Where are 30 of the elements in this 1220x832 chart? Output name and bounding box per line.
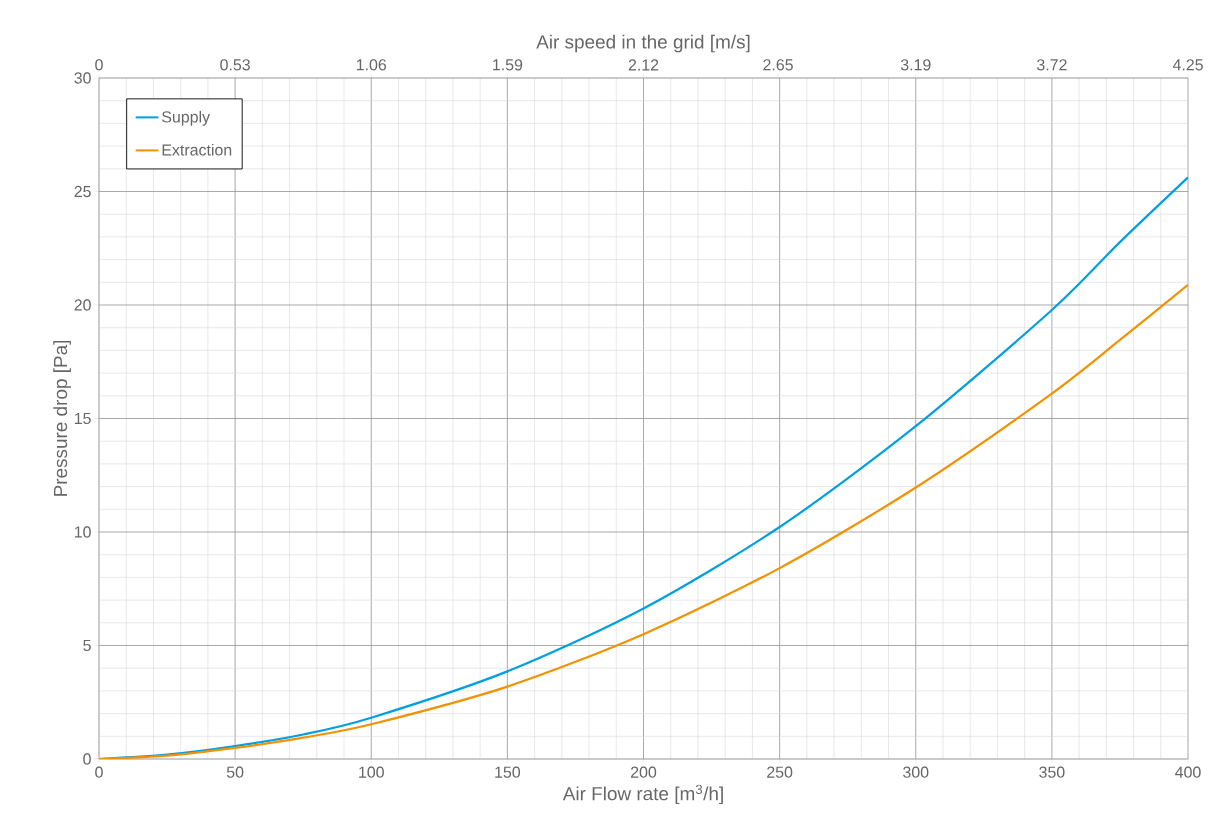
y-tick-label: 25 [74,185,91,198]
y-tick-label: 15 [74,412,91,425]
x2-tick-label: 1.59 [493,59,523,71]
x2-tick-label: 0.53 [220,59,250,71]
y-tick-label: 0 [83,753,91,765]
x-tick-label: 300 [903,766,929,778]
y-axis-title: Pressure drop [Pa] [53,340,71,496]
x-tick-label: 150 [495,766,521,778]
x-tick-label: 100 [359,766,384,778]
x-tick-label: 250 [767,766,793,778]
x-tick-label: 0 [95,766,103,778]
x2-tick-label: 2.65 [763,59,793,71]
x2-tick-label: 3.72 [1037,59,1067,71]
x2-tick-label: 2.12 [628,59,659,71]
x2-axis-title: Air speed in the grid [m/s] [536,34,750,53]
x2-tick-label: 4.25 [1172,59,1203,71]
y-tick-label: 5 [83,639,91,652]
x-axis-title: Air Flow rate [m$^{3}$/h] [562,784,723,805]
x-tick-label: 200 [631,766,657,778]
y-tick-label: 30 [74,72,91,84]
x-tick-label: 50 [226,766,244,778]
legend-label: Extraction [162,143,232,156]
x2-tick-label: 3.19 [900,59,931,71]
y-tick-label: 20 [74,299,91,311]
y-tick-label: 10 [74,526,91,538]
x2-tick-label: 1.06 [356,59,387,71]
legend-label: Supply [162,110,211,126]
x-tick-label: 400 [1175,766,1201,778]
x-tick-label: 350 [1039,766,1065,778]
x2-tick-label: 0 [95,59,103,71]
